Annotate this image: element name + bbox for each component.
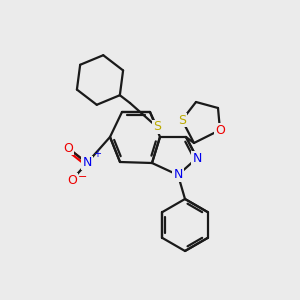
Text: S: S — [153, 121, 161, 134]
Text: N: N — [173, 169, 183, 182]
Text: N: N — [192, 152, 202, 164]
Text: N: N — [82, 157, 92, 169]
Text: O: O — [63, 142, 73, 154]
Text: O: O — [215, 124, 225, 136]
Text: S: S — [178, 113, 186, 127]
Text: O: O — [67, 173, 77, 187]
Text: −: − — [78, 172, 87, 182]
Text: +: + — [93, 149, 101, 159]
